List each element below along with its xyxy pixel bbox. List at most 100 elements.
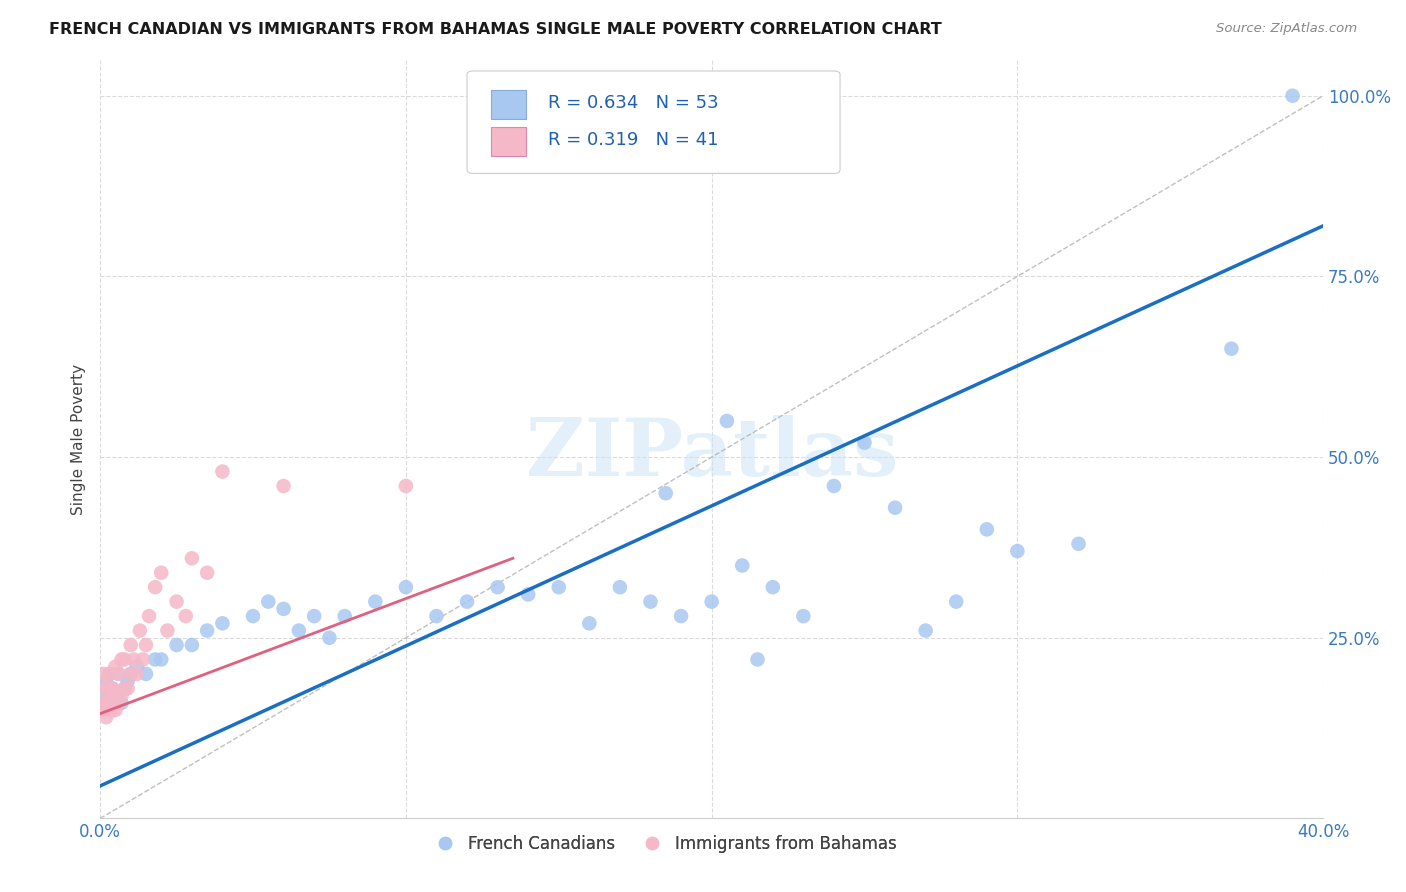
Point xyxy=(655,486,678,500)
Point xyxy=(143,652,166,666)
Point xyxy=(117,674,139,689)
Point xyxy=(273,602,295,616)
Text: ZIPatlas: ZIPatlas xyxy=(526,415,898,493)
Point xyxy=(122,652,145,666)
Text: FRENCH CANADIAN VS IMMIGRANTS FROM BAHAMAS SINGLE MALE POVERTY CORRELATION CHART: FRENCH CANADIAN VS IMMIGRANTS FROM BAHAM… xyxy=(49,22,942,37)
Point xyxy=(700,594,723,608)
Point xyxy=(288,624,311,638)
Point xyxy=(128,624,150,638)
Bar xyxy=(492,128,526,156)
Y-axis label: Single Male Poverty: Single Male Poverty xyxy=(72,363,86,515)
Point xyxy=(91,689,114,703)
Point xyxy=(792,609,814,624)
Text: Source: ZipAtlas.com: Source: ZipAtlas.com xyxy=(1216,22,1357,36)
Point xyxy=(114,652,136,666)
Point xyxy=(156,624,179,638)
Point xyxy=(104,703,127,717)
Point xyxy=(517,587,540,601)
Point xyxy=(609,580,631,594)
Point xyxy=(257,594,280,608)
Point xyxy=(302,609,325,624)
Point xyxy=(98,667,121,681)
Point xyxy=(125,667,148,681)
Point xyxy=(120,667,142,681)
Point xyxy=(96,710,118,724)
Point xyxy=(273,479,295,493)
Point xyxy=(110,689,132,703)
Point xyxy=(731,558,754,573)
Point xyxy=(96,674,118,689)
Point xyxy=(884,500,907,515)
Point xyxy=(96,681,118,696)
Point xyxy=(120,667,142,681)
Point xyxy=(640,594,662,608)
Point xyxy=(762,580,785,594)
Point xyxy=(120,638,142,652)
Point xyxy=(101,681,124,696)
Point xyxy=(143,580,166,594)
Point xyxy=(333,609,356,624)
Point xyxy=(98,703,121,717)
Point xyxy=(180,551,202,566)
Point xyxy=(914,624,936,638)
Point xyxy=(976,522,998,536)
Point xyxy=(486,580,509,594)
Point xyxy=(107,667,129,681)
Point xyxy=(110,696,132,710)
Point xyxy=(107,667,129,681)
Point xyxy=(150,566,173,580)
Point xyxy=(195,566,218,580)
Point xyxy=(747,652,769,666)
Point xyxy=(132,652,155,666)
Point xyxy=(853,435,876,450)
Point xyxy=(138,609,160,624)
Point xyxy=(395,580,418,594)
Point xyxy=(364,594,387,608)
Point xyxy=(104,689,127,703)
Point xyxy=(1220,342,1243,356)
Point xyxy=(98,696,121,710)
Point xyxy=(166,638,188,652)
Point xyxy=(716,414,738,428)
Point xyxy=(395,479,418,493)
Point xyxy=(104,659,127,673)
Point xyxy=(242,609,264,624)
Point xyxy=(456,594,478,608)
Point xyxy=(547,580,569,594)
Point xyxy=(107,696,129,710)
Point xyxy=(211,616,233,631)
Point xyxy=(101,703,124,717)
Point xyxy=(104,689,127,703)
Point xyxy=(98,681,121,696)
Point xyxy=(174,609,197,624)
Point xyxy=(669,609,692,624)
Legend: French Canadians, Immigrants from Bahamas: French Canadians, Immigrants from Bahama… xyxy=(422,828,904,860)
Point xyxy=(211,465,233,479)
Point xyxy=(101,681,124,696)
Point xyxy=(117,681,139,696)
Point xyxy=(425,609,447,624)
Point xyxy=(318,631,340,645)
Point xyxy=(135,638,157,652)
Point xyxy=(110,652,132,666)
Point xyxy=(98,667,121,681)
Point xyxy=(91,696,114,710)
Point xyxy=(1007,544,1029,558)
Point xyxy=(150,652,173,666)
Point xyxy=(195,624,218,638)
Bar xyxy=(492,90,526,119)
FancyBboxPatch shape xyxy=(467,71,839,173)
Text: R = 0.319   N = 41: R = 0.319 N = 41 xyxy=(548,131,718,149)
Point xyxy=(945,594,967,608)
Point xyxy=(101,689,124,703)
Point xyxy=(180,638,202,652)
Point xyxy=(578,616,600,631)
Point xyxy=(96,696,118,710)
Point xyxy=(114,681,136,696)
Point xyxy=(1067,537,1090,551)
Point xyxy=(114,681,136,696)
Point xyxy=(125,659,148,673)
Point xyxy=(91,667,114,681)
Point xyxy=(823,479,845,493)
Point xyxy=(1281,88,1303,103)
